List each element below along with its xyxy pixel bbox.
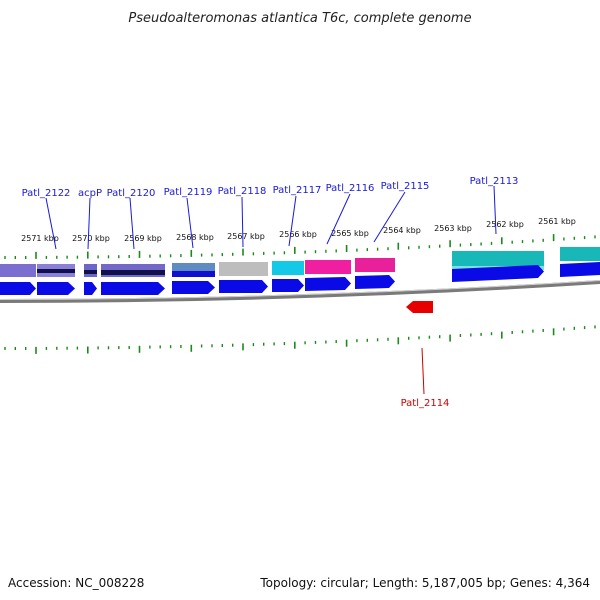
bottom-tick-row — [4, 325, 596, 354]
gene-label: Patl_2122 — [22, 188, 71, 199]
gene-label: Patl_2119 — [164, 187, 213, 198]
gene-arrow — [37, 282, 75, 295]
gene-arrow — [272, 279, 304, 292]
gene-label: Patl_2117 — [273, 185, 322, 196]
tick-label: 2568 kbp — [176, 233, 214, 242]
genome-backbone — [0, 280, 600, 303]
tick-label: 2562 kbp — [486, 220, 524, 229]
tick-label: 2567 kbp — [227, 232, 265, 241]
map-title: Pseudoalteromonas atlantica T6c, complet… — [128, 11, 471, 26]
gene-block — [172, 263, 215, 271]
gene-arrow — [84, 282, 97, 295]
gene-block — [101, 270, 165, 275]
gene-arrow — [305, 277, 351, 291]
genome-summary-text: Topology: circular; Length: 5,187,005 bp… — [259, 576, 590, 590]
gene-block — [172, 271, 215, 277]
reverse-label-leader — [421, 347, 425, 395]
tick-label: 2570 kbp — [72, 234, 110, 243]
gene-block — [84, 270, 97, 274]
gene-block — [355, 258, 395, 272]
tick-label: 2564 kbp — [383, 226, 421, 235]
gene-arrow — [355, 275, 395, 289]
tick-label: 2561 kbp — [538, 217, 576, 226]
gene-label: Patl_2113 — [470, 176, 519, 187]
gene-block — [272, 261, 304, 275]
gene-label: Patl_2115 — [381, 181, 430, 192]
gene-arrow — [219, 280, 268, 293]
gene-label: acpP — [78, 188, 102, 199]
gene-arrow — [560, 262, 600, 277]
gene-label: Patl_2118 — [218, 186, 267, 197]
accession-text: Accession: NC_008228 — [8, 576, 144, 590]
gene-arrow — [101, 282, 165, 295]
gene-arrow — [452, 265, 544, 282]
tick-label: 2566 kbp — [279, 230, 317, 239]
gene-block — [452, 251, 544, 267]
gene-block — [560, 247, 600, 261]
forward-genes — [0, 262, 600, 295]
tick-label: 2565 kbp — [331, 229, 369, 238]
tick-label: 2563 kbp — [434, 224, 472, 233]
gene-block — [305, 260, 351, 274]
gene-block — [219, 262, 268, 276]
tick-label: 2569 kbp — [124, 234, 162, 243]
gene-block — [0, 264, 36, 277]
gene-block — [37, 269, 75, 273]
reverse-gene-label: Patl_2114 — [401, 398, 450, 409]
reverse-gene-arrow — [406, 301, 433, 313]
genome-backbone-highlight — [0, 280, 600, 300]
label-leaders — [45, 185, 497, 250]
gene-arrow — [0, 282, 36, 295]
functional-blocks — [0, 247, 600, 277]
top-tick-row — [4, 234, 596, 259]
gene-label: Patl_2116 — [326, 183, 375, 194]
gene-label: Patl_2120 — [107, 188, 156, 199]
tick-label: 2571 kbp — [21, 234, 59, 243]
gene-arrow — [172, 281, 215, 294]
